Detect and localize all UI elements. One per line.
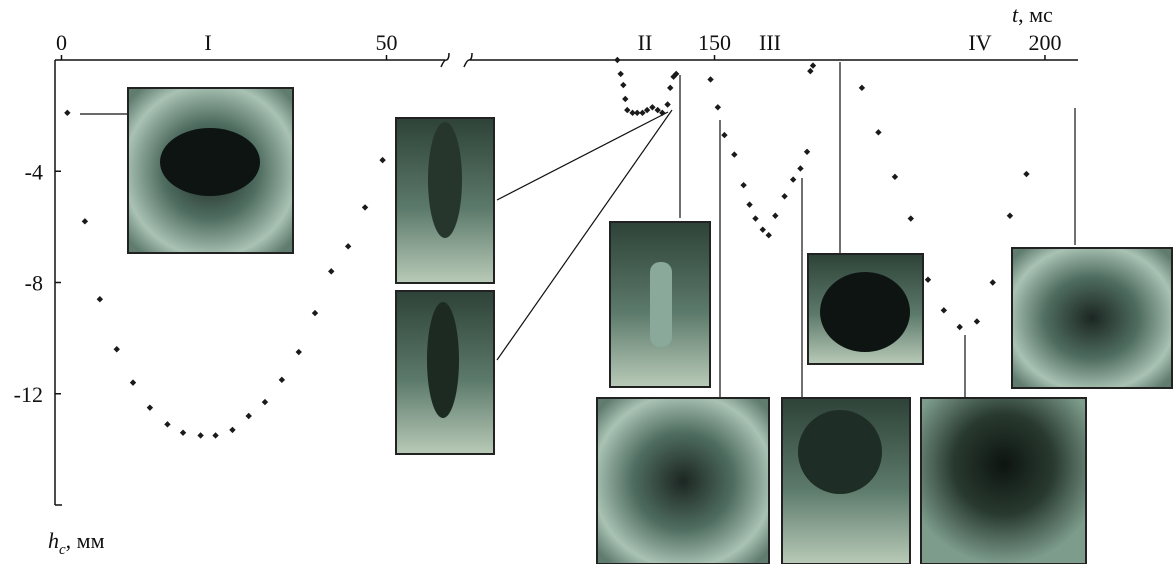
- y-tick-label: -8: [25, 271, 43, 296]
- data-point: [147, 404, 153, 410]
- phase-label: I: [204, 30, 211, 55]
- data-point: [875, 129, 881, 135]
- data-point: [328, 268, 334, 274]
- x-tick-label: 200: [1028, 30, 1061, 55]
- data-point: [746, 201, 752, 207]
- data-point: [614, 57, 620, 63]
- y-tick-label: -12: [14, 382, 43, 407]
- data-point: [312, 310, 318, 316]
- x-tick-label: 50: [376, 30, 398, 55]
- data-point: [892, 174, 898, 180]
- data-point: [1007, 213, 1013, 219]
- y-tick-label: -4: [25, 159, 43, 184]
- data-point: [908, 215, 914, 221]
- data-point: [624, 107, 630, 113]
- data-point: [246, 413, 252, 419]
- y-axis-symbol: h: [48, 528, 59, 553]
- data-point: [229, 427, 235, 433]
- data-point: [990, 279, 996, 285]
- photo-detail: [427, 302, 459, 418]
- data-point: [379, 157, 385, 163]
- data-point: [766, 232, 772, 238]
- y-axis-label: hc, мм: [48, 528, 105, 558]
- data-point: [212, 432, 218, 438]
- data-point: [859, 85, 865, 91]
- photo: [1012, 248, 1172, 388]
- data-point: [197, 432, 203, 438]
- x-axis-unit: , мс: [1018, 2, 1053, 27]
- data-point: [760, 226, 766, 232]
- data-point: [781, 193, 787, 199]
- data-point: [707, 76, 713, 82]
- data-point: [82, 218, 88, 224]
- data-point: [64, 110, 70, 116]
- phase-label: IV: [968, 30, 991, 55]
- data-point: [740, 182, 746, 188]
- x-tick-label: 0: [56, 30, 67, 55]
- data-point: [345, 243, 351, 249]
- data-point: [649, 104, 655, 110]
- leader-line: [497, 112, 668, 200]
- data-point: [362, 204, 368, 210]
- photo: [597, 398, 769, 564]
- y-axis-unit: , мм: [66, 528, 105, 553]
- photo-detail: [428, 122, 462, 238]
- data-point: [262, 399, 268, 405]
- x-tick-label: 150: [698, 30, 731, 55]
- phase-label: III: [759, 30, 781, 55]
- data-point: [974, 318, 980, 324]
- photo-detail: [820, 272, 910, 352]
- data-point: [164, 421, 170, 427]
- data-point: [925, 277, 931, 283]
- data-point: [97, 296, 103, 302]
- data-point: [1023, 171, 1029, 177]
- data-point: [957, 324, 963, 330]
- data-point: [810, 62, 816, 68]
- data-point: [797, 165, 803, 171]
- data-point: [279, 377, 285, 383]
- photo-detail: [160, 128, 260, 196]
- data-point: [180, 429, 186, 435]
- data-point: [667, 85, 673, 91]
- data-point: [617, 71, 623, 77]
- data-point: [790, 176, 796, 182]
- photos: [80, 62, 1172, 564]
- photo-detail: [798, 410, 882, 494]
- data-point: [772, 213, 778, 219]
- photo: [921, 398, 1086, 564]
- data-point: [721, 132, 727, 138]
- data-point: [664, 101, 670, 107]
- x-axis-label: t, мс: [1012, 2, 1053, 27]
- data-point: [941, 307, 947, 313]
- data-point: [130, 379, 136, 385]
- axis-break: [464, 53, 472, 67]
- data-point: [620, 82, 626, 88]
- data-point: [114, 346, 120, 352]
- data-point: [807, 68, 813, 74]
- data-point: [804, 149, 810, 155]
- data-point: [731, 151, 737, 157]
- data-point: [715, 104, 721, 110]
- photo-detail: [650, 262, 672, 347]
- chart: hc, мм t, мс 050150200-12-8-4IIIIIIIV: [0, 0, 1173, 564]
- data-point: [296, 349, 302, 355]
- phase-label: II: [638, 30, 653, 55]
- data-point: [752, 215, 758, 221]
- data-point: [622, 96, 628, 102]
